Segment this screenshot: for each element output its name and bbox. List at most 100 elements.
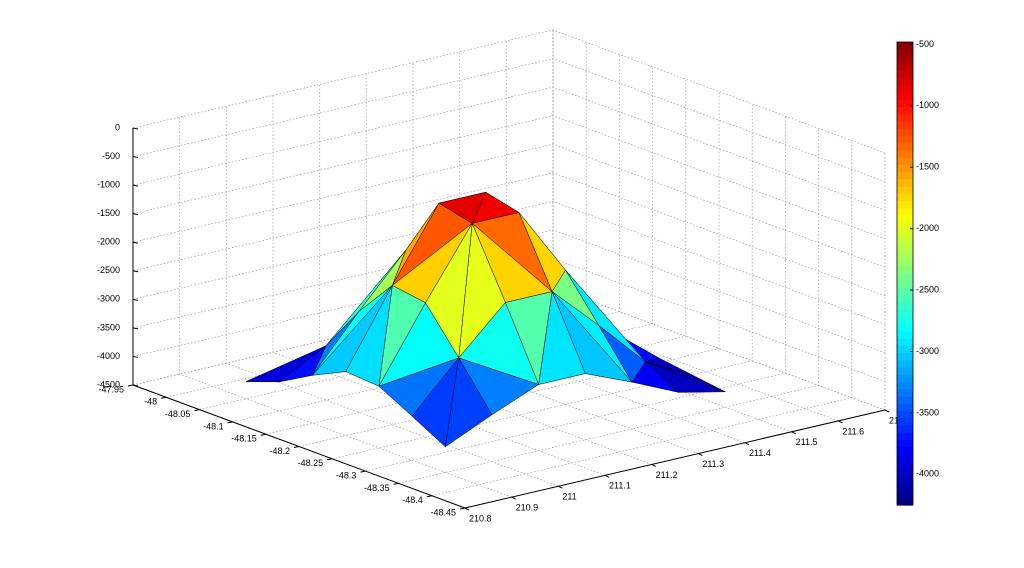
colorbar-swatch (897, 99, 913, 108)
colorbar-swatch (897, 461, 913, 470)
colorbar-swatch (897, 396, 913, 405)
colorbar-swatch (897, 179, 913, 188)
y-tick-label: -47.95 (98, 384, 124, 394)
colorbar-swatch (897, 114, 913, 123)
colorbar-swatch (897, 244, 913, 253)
z-tick (132, 156, 139, 159)
colorbar-swatch (897, 193, 913, 202)
z-tick (132, 327, 139, 330)
y-tick-label: -48.45 (430, 507, 456, 517)
y-tick (360, 470, 366, 473)
colorbar-frame (896, 41, 914, 506)
colorbar-swatch (897, 85, 913, 94)
colorbar-swatch (897, 136, 913, 144)
z-tick-label: -4000 (97, 351, 120, 361)
y-tick (293, 446, 300, 448)
x-tick (884, 409, 890, 413)
y-tick (327, 458, 333, 461)
z-tick (132, 355, 139, 358)
x-tick-label: 211.5 (796, 437, 818, 447)
z-tick-label: -3500 (97, 322, 120, 332)
colorbar-tick-label: -4000 (916, 469, 939, 479)
colorbar-swatch (897, 410, 913, 419)
axes-layer: 210.8 210.9 211 211.1 211.2 211.3 211.4 211.5 21… (97, 122, 911, 523)
colorbar-swatch (897, 121, 913, 130)
colorbar-swatch (897, 483, 913, 492)
colorbar-swatch (897, 78, 913, 87)
colorbar-tick-label: -3500 (916, 407, 939, 417)
colorbar-swatch (897, 432, 913, 441)
x-tick-label: 211 (562, 492, 576, 502)
colorbar-tick-label: -1000 (916, 100, 939, 110)
colorbar-tick-label: -1500 (916, 162, 939, 172)
colorbar-swatch (897, 338, 913, 347)
colorbar-swatch (897, 266, 913, 275)
x-axis (464, 409, 886, 509)
colorbar-swatch (897, 418, 913, 427)
z-tick-label: 0 (115, 122, 120, 132)
grid-line (132, 86, 886, 211)
y-tick-label: -48.25 (298, 458, 324, 468)
surface-layer (245, 191, 726, 448)
z-tick-label: -500 (102, 151, 120, 161)
colorbar: -4000 -3500 -3000 -2500 -2000 -1500 -1000 -500 (896, 39, 939, 506)
colorbar-swatch (897, 273, 913, 282)
colorbar-swatch (897, 468, 913, 477)
colorbar-swatch (897, 374, 913, 383)
y-tick (393, 482, 399, 485)
colorbar-swatch (897, 150, 913, 159)
colorbar-swatch (897, 237, 913, 246)
colorbar-swatch (897, 208, 913, 217)
colorbar-swatch (897, 42, 913, 50)
z-tick-label: -2500 (97, 265, 120, 275)
colorbar-tick-label: -2000 (916, 223, 939, 233)
y-tick-label: -48.05 (165, 409, 191, 419)
colorbar-swatch (897, 251, 913, 260)
colorbar-tick-label: -500 (916, 39, 934, 49)
grid-line (132, 143, 886, 268)
colorbar-swatch (897, 367, 913, 376)
surface-facet (279, 345, 327, 383)
z-tick-label: -3000 (97, 294, 120, 304)
y-tick-label: -48.15 (231, 434, 257, 444)
z-tick (132, 213, 139, 216)
colorbar-swatch (897, 403, 913, 412)
colorbar-swatch (897, 439, 913, 448)
colorbar-swatch (897, 309, 913, 318)
colorbar-swatch (897, 259, 913, 267)
colorbar-swatch (897, 490, 913, 499)
grid-line (199, 54, 620, 410)
z-tick (132, 241, 139, 244)
y-tick (260, 433, 266, 436)
z-tick-label: -1000 (97, 179, 120, 189)
colorbar-swatch (897, 316, 913, 325)
colorbar-swatch (897, 164, 913, 173)
colorbar-swatch (897, 128, 913, 137)
x-tick-label: 211.1 (609, 481, 631, 491)
x-tick-label: 211.3 (702, 459, 724, 469)
colorbar-swatch (897, 331, 913, 340)
colorbar-tick-label: -2500 (916, 284, 939, 294)
y-tick-label: -48.2 (269, 446, 290, 456)
x-tick-label: 211.6 (842, 426, 864, 436)
y-tick-label: -48.1 (203, 421, 224, 431)
colorbar-swatch (897, 222, 913, 231)
y-tick-label: -48.3 (336, 470, 357, 480)
y-tick-label: -48.35 (364, 483, 390, 493)
colorbar-swatch (897, 63, 913, 72)
x-tick-label: 211.2 (656, 470, 678, 480)
colorbar-swatch (897, 157, 913, 166)
y-tick (127, 384, 134, 387)
z-tick (132, 270, 139, 273)
y-tick-label: -48.4 (402, 495, 423, 505)
y-tick (227, 421, 233, 424)
colorbar-swatch (897, 70, 913, 79)
colorbar-swatch (897, 186, 913, 195)
colorbar-swatch (897, 476, 913, 484)
colorbar-swatch (897, 447, 913, 455)
colorbar-swatch (897, 143, 913, 152)
z-tick (132, 127, 139, 130)
colorbar-swatch (897, 302, 913, 311)
y-tick (194, 409, 200, 412)
